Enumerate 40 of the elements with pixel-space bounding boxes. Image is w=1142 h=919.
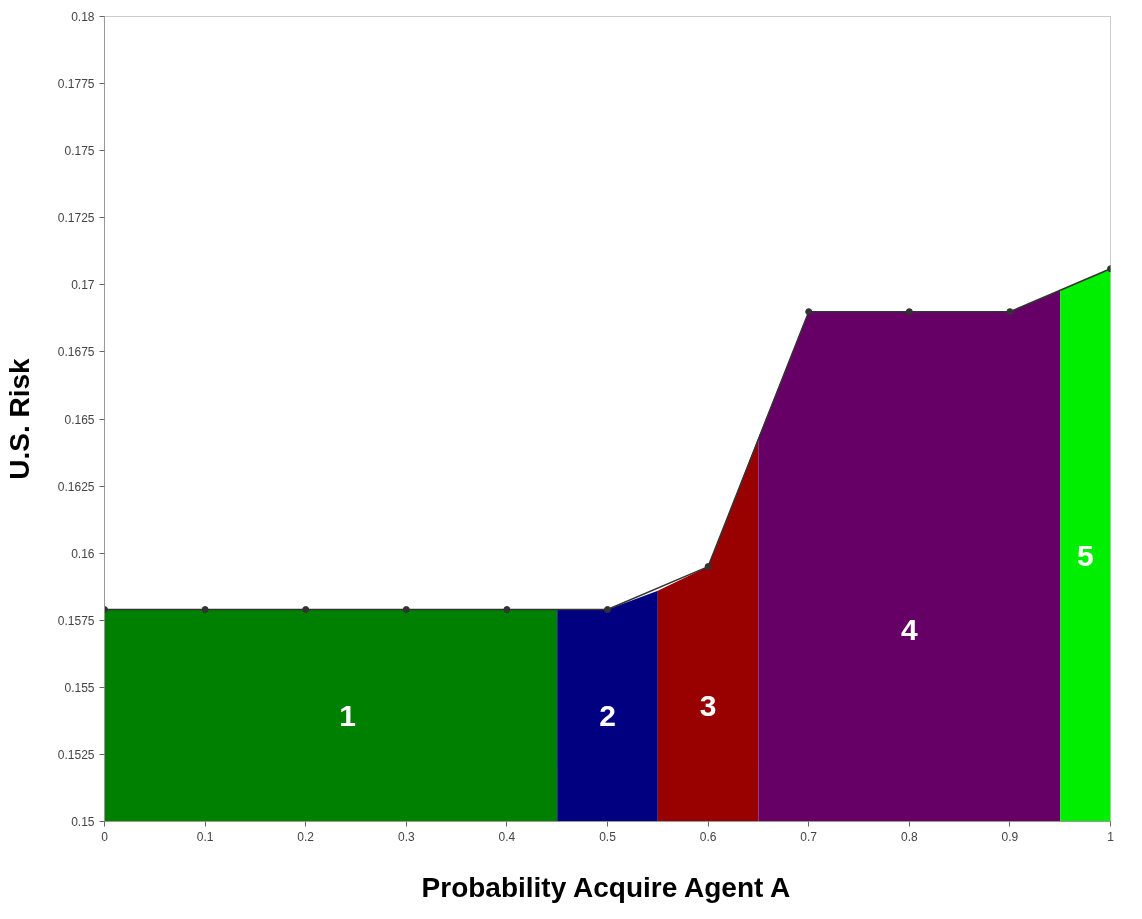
series-label: 5: [1077, 538, 1094, 572]
point: [604, 606, 611, 614]
y-tick-label: 0.1675: [57, 345, 95, 360]
point: [805, 308, 813, 316]
point: [1006, 308, 1014, 316]
x-tick-label: 0.4: [498, 829, 516, 844]
point: [503, 606, 511, 614]
y-tick-label: 0.15: [71, 815, 95, 829]
x-tick-label: 0.2: [297, 829, 315, 844]
x-tick-label: 0.1: [196, 829, 214, 844]
point: [302, 606, 310, 614]
y-tick-label: 0.1525: [57, 747, 95, 762]
x-tick-label: 1: [1107, 829, 1115, 844]
y-tick-label: 0.1775: [57, 77, 95, 92]
series-label: 1: [339, 698, 356, 732]
x-tick-label: 0.9: [1001, 829, 1019, 844]
y-tick-label: 0.175: [64, 144, 95, 159]
x-tick-label: 0.7: [800, 829, 818, 844]
y-tick-label: 0.155: [64, 680, 95, 695]
point: [905, 308, 913, 316]
x-tick-label: 0: [101, 829, 109, 844]
y-tick-label: 0.1625: [57, 479, 95, 494]
y-tick-label: 0.18: [71, 10, 95, 24]
series-label: 4: [900, 612, 918, 646]
series-label: 3: [699, 689, 717, 723]
y-tick-label: 0.1575: [57, 613, 95, 628]
x-tick-label: 0.6: [699, 829, 717, 844]
y-axis-title: U.S. Risk: [3, 357, 35, 480]
point: [402, 606, 410, 614]
x-axis-title: Probability Acquire Agent A: [421, 871, 791, 903]
series-label: 2: [599, 698, 616, 732]
y-tick-label: 0.165: [64, 412, 95, 427]
point: [704, 563, 712, 571]
y-tick-label: 0.1725: [57, 211, 95, 226]
y-tick-label: 0.16: [71, 546, 95, 561]
y-tick-label: 0.17: [71, 278, 95, 293]
point: [201, 606, 209, 614]
x-tick-label: 0.3: [397, 829, 415, 844]
x-tick-label: 0.5: [599, 829, 617, 844]
x-tick-label: 0.8: [900, 829, 918, 844]
